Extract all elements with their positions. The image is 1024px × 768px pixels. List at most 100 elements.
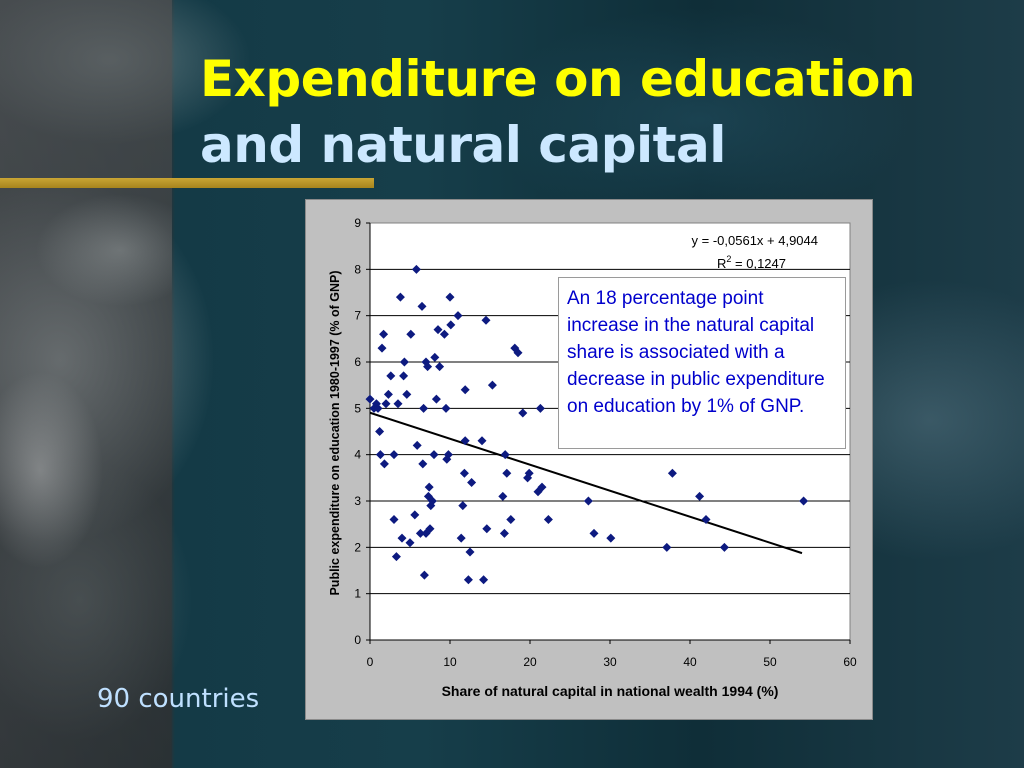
data-point — [460, 385, 470, 395]
data-point — [465, 547, 475, 557]
data-point — [535, 403, 545, 413]
data-point — [379, 459, 389, 469]
data-point — [379, 329, 389, 339]
data-point — [391, 552, 401, 562]
data-point — [425, 524, 435, 534]
x-tick-labels: 0 10 20 30 40 50 60 — [367, 655, 857, 669]
data-point — [433, 325, 443, 335]
data-point — [375, 427, 385, 436]
data-point — [606, 533, 616, 543]
data-point — [383, 389, 393, 399]
data-point — [543, 515, 553, 525]
regression-equation: y = -0,0561x + 4,9044 — [692, 233, 818, 248]
r-squared-prefix: R — [717, 256, 726, 271]
data-point — [395, 292, 405, 302]
x-tick-label: 60 — [843, 655, 857, 669]
callout-box: An 18 percentage point increase in the n… — [558, 277, 846, 449]
data-point — [506, 515, 516, 525]
data-point — [446, 320, 456, 330]
y-tick-label: 3 — [354, 494, 361, 508]
trendline — [369, 411, 803, 555]
data-point — [389, 515, 399, 525]
data-point — [524, 468, 534, 478]
data-point — [482, 524, 492, 534]
x-tick-label: 40 — [683, 655, 697, 669]
data-point — [537, 482, 547, 492]
data-point — [418, 459, 428, 469]
data-point — [662, 542, 672, 552]
data-point — [477, 436, 487, 446]
data-point — [502, 468, 512, 478]
data-point — [498, 491, 508, 501]
x-tick-label: 20 — [523, 655, 537, 669]
r-squared-label: R2 = 0,1247 — [717, 254, 786, 271]
data-point — [427, 496, 437, 506]
x-tick-label: 0 — [367, 655, 374, 669]
data-point — [375, 450, 385, 460]
y-tick-label: 6 — [354, 355, 361, 369]
data-point — [701, 515, 711, 525]
data-point — [453, 311, 463, 321]
data-point — [423, 362, 433, 372]
data-point — [429, 450, 439, 460]
data-point — [377, 343, 387, 353]
data-points — [365, 264, 809, 585]
data-point — [583, 496, 593, 506]
data-point — [481, 315, 491, 325]
slide-title: Expenditure on education and natural cap… — [200, 46, 916, 178]
x-tick-label: 10 — [443, 655, 457, 669]
data-point — [419, 570, 429, 580]
y-tick-label: 8 — [354, 262, 361, 276]
data-point — [441, 403, 451, 413]
data-point — [500, 450, 510, 460]
data-point — [463, 575, 473, 585]
slide-title-line-2: and natural capital — [200, 116, 726, 174]
y-tick-label: 4 — [354, 448, 361, 462]
data-point — [411, 264, 421, 274]
y-tick-label: 1 — [354, 587, 361, 601]
data-point — [479, 575, 489, 585]
data-point — [365, 394, 375, 404]
data-point — [589, 528, 599, 538]
data-point — [458, 501, 468, 511]
data-point — [459, 468, 469, 478]
data-point — [456, 533, 466, 543]
y-tick-label: 9 — [354, 216, 361, 230]
data-point — [719, 542, 729, 552]
data-point — [417, 301, 427, 311]
data-point — [419, 403, 429, 413]
x-axis-title: Share of natural capital in national wea… — [442, 683, 779, 699]
data-point — [393, 399, 403, 409]
data-point — [499, 528, 509, 538]
y-tick-label: 7 — [354, 309, 361, 323]
data-point — [430, 352, 440, 362]
data-point — [405, 538, 415, 548]
x-tick-label: 50 — [763, 655, 777, 669]
data-point — [371, 399, 381, 409]
data-point — [381, 399, 391, 409]
data-point — [435, 362, 445, 372]
data-point — [389, 450, 399, 460]
y-tick-label: 0 — [354, 633, 361, 647]
data-point — [467, 477, 477, 487]
r-squared-exponent: 2 — [726, 254, 731, 264]
slide-background-strip — [0, 0, 172, 768]
data-point — [431, 394, 441, 404]
sample-size-note: 90 countries — [97, 684, 260, 714]
data-point — [406, 329, 416, 339]
y-axis-title: Public expenditure on education 1980-199… — [328, 270, 342, 595]
data-point — [487, 380, 497, 390]
data-point — [439, 329, 449, 339]
data-point — [373, 403, 383, 413]
accent-bar — [0, 178, 374, 188]
data-point — [399, 357, 409, 367]
data-point — [667, 468, 677, 478]
y-tick-labels: 0 1 2 3 4 5 6 7 8 9 — [354, 216, 361, 647]
x-tick-label: 30 — [603, 655, 617, 669]
data-point — [424, 482, 434, 492]
slide-title-line-1: Expenditure on education — [200, 50, 916, 108]
data-point — [445, 292, 455, 302]
y-tick-label: 2 — [354, 540, 361, 554]
data-point — [799, 496, 809, 506]
data-point — [410, 510, 420, 520]
